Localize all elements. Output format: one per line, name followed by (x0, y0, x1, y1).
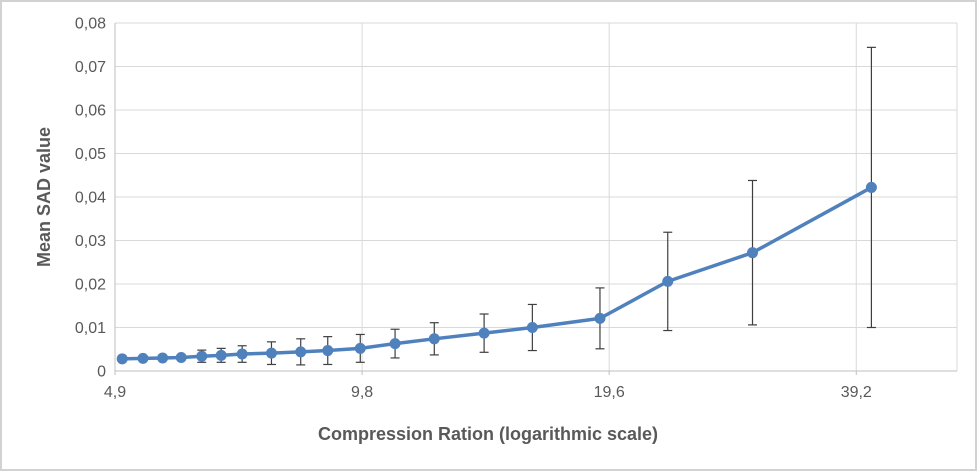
series-layer (116, 181, 877, 365)
x-tick-label: 19,6 (594, 384, 625, 401)
x-tick-label: 4,9 (104, 384, 126, 401)
data-point-marker (428, 333, 440, 345)
y-tick-label: 0,08 (75, 16, 106, 33)
error-bars-layer (117, 46, 876, 366)
y-tick-label: 0,05 (75, 146, 106, 163)
data-point-marker (295, 346, 307, 358)
data-point-marker (354, 342, 366, 354)
data-point-marker (478, 327, 490, 339)
y-tick-label: 0,06 (75, 103, 106, 120)
data-point-marker (526, 322, 538, 333)
data-point-marker (196, 350, 208, 362)
data-point-marker (175, 352, 187, 364)
data-point-marker (594, 312, 606, 324)
x-tick-label: 39,2 (841, 384, 872, 401)
x-tick-label: 9,8 (351, 384, 373, 401)
y-tick-label: 0,04 (75, 190, 106, 207)
y-tick-label: 0,01 (75, 320, 106, 337)
gridlines-layer (115, 22, 958, 371)
data-point-marker (865, 181, 877, 193)
data-point-marker (236, 348, 248, 360)
series-line (120, 185, 874, 361)
data-point-marker (116, 353, 128, 365)
y-tick-label: 0,03 (75, 233, 106, 250)
data-point-marker (157, 352, 169, 364)
data-point-marker (322, 345, 334, 357)
data-point-marker (215, 349, 227, 361)
y-tick-label: 0 (97, 364, 106, 381)
axes-layer (114, 23, 957, 375)
y-tick-label: 0,07 (75, 59, 106, 76)
y-tick-label: 0,02 (75, 277, 106, 294)
data-point-marker (265, 347, 277, 359)
data-point-marker (747, 247, 759, 259)
tick-labels-layer: 0 0,01 0,02 0,03 0,04 0,05 0,06 0,07 0,08 4,9 9,8 1… (75, 16, 872, 402)
data-point-marker (137, 352, 149, 364)
x-axis-title: Compression Ration (logarithmic scale) (318, 424, 658, 444)
data-point-marker (662, 275, 674, 287)
y-axis-title: Mean SAD value (34, 127, 54, 267)
data-point-marker (389, 338, 401, 350)
